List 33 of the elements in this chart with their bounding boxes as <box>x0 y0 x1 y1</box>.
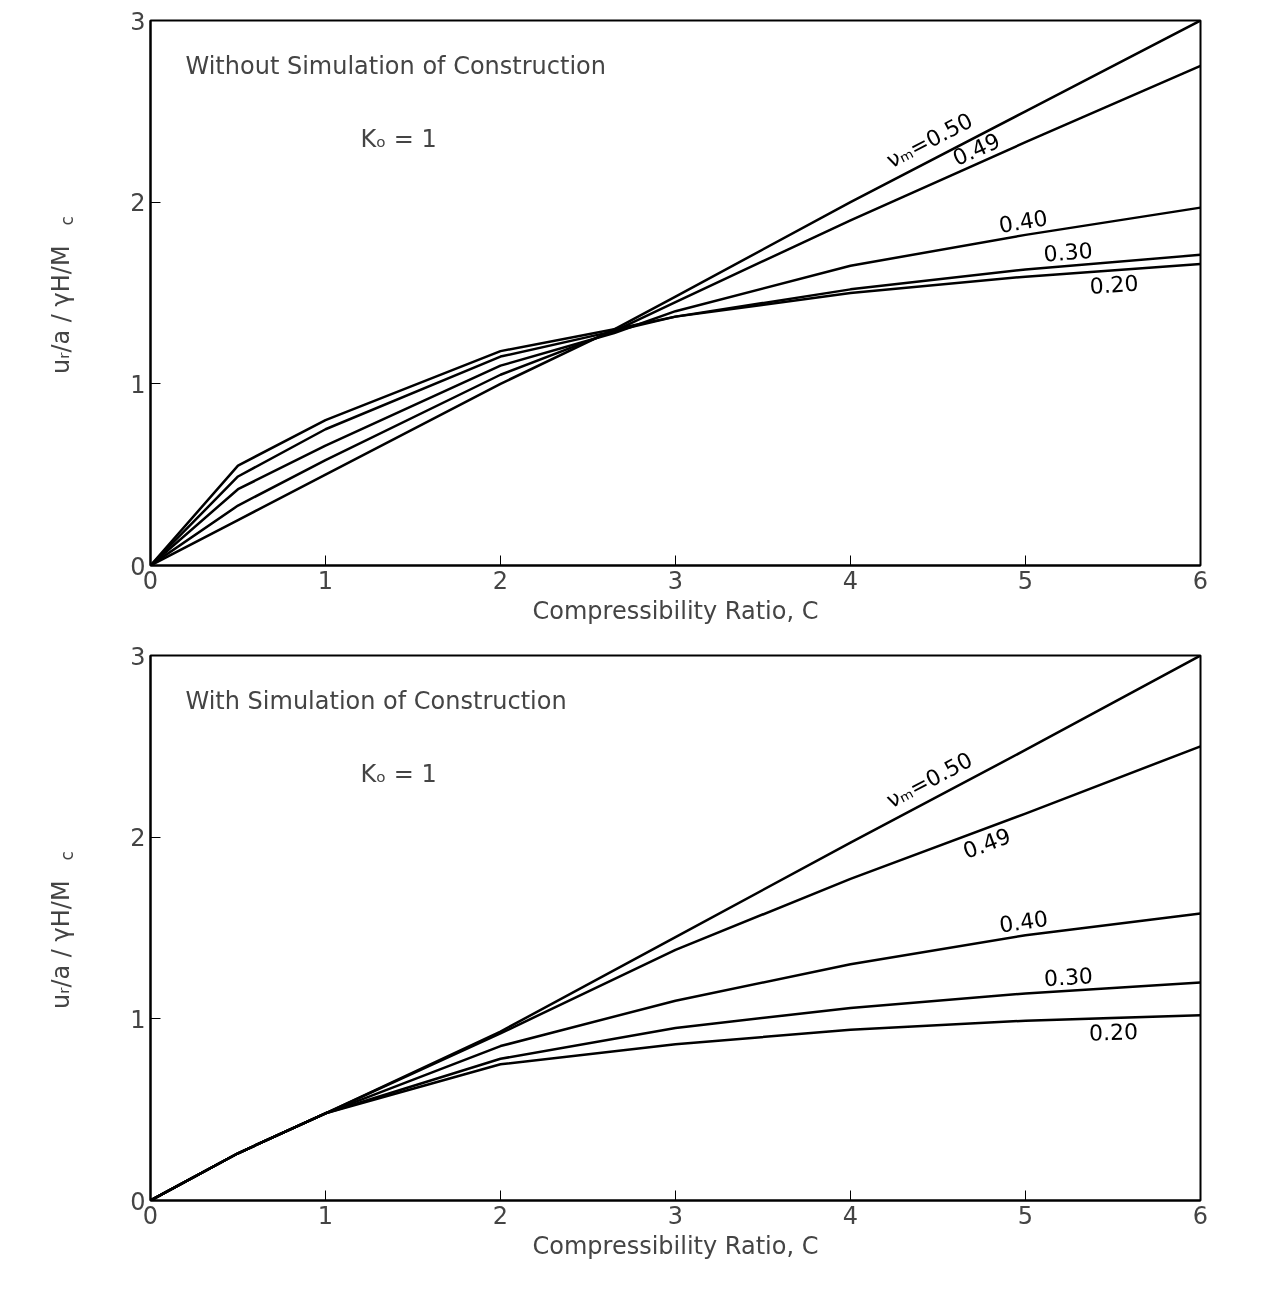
y-tick-label: 1 <box>130 370 146 399</box>
x-tick-label: 5 <box>1017 1201 1034 1230</box>
x-tick-label: 3 <box>667 566 684 595</box>
series-label: 0.20 <box>1088 270 1140 299</box>
x-tick-label: 4 <box>842 566 859 595</box>
x-axis-title: Compressibility Ratio, C <box>532 1231 819 1260</box>
x-tick-label: 2 <box>492 1201 509 1230</box>
x-tick-label: 3 <box>667 1201 684 1230</box>
text: 0.49 <box>959 823 1015 864</box>
x-tick-label: 4 <box>842 1201 859 1230</box>
y-tick-label: 2 <box>130 824 146 853</box>
x-tick-label: 2 <box>492 566 509 595</box>
annotation: Kₒ = 1 <box>360 759 437 788</box>
series-label: 0.30 <box>1043 963 1094 992</box>
x-tick-label: 5 <box>1017 566 1034 595</box>
annotation: Without Simulation of Construction <box>185 51 606 80</box>
x-tick-label: 6 <box>1192 566 1209 595</box>
y-axis-title: uᵣ/a / γH/Mc <box>46 851 77 1009</box>
y-tick-label: 2 <box>130 189 146 218</box>
text: 0.40 <box>997 906 1050 938</box>
annotation: With Simulation of Construction <box>185 686 567 715</box>
x-tick-label: 6 <box>1192 1201 1209 1230</box>
y-tick-label: 3 <box>130 642 146 671</box>
x-tick-label: 1 <box>317 1201 334 1230</box>
y-tick-label: 1 <box>130 1005 146 1034</box>
text: 0.40 <box>997 205 1050 238</box>
y-tick-label: 3 <box>130 7 146 36</box>
x-tick-label: 1 <box>317 566 334 595</box>
y-axis-title: uᵣ/a / γH/Mc <box>46 216 77 374</box>
x-axis-title: Compressibility Ratio, C <box>532 596 819 625</box>
series-label: 0.30 <box>1042 237 1094 267</box>
annotation: Kₒ = 1 <box>360 124 437 153</box>
series-label: 0.20 <box>1088 1019 1139 1046</box>
